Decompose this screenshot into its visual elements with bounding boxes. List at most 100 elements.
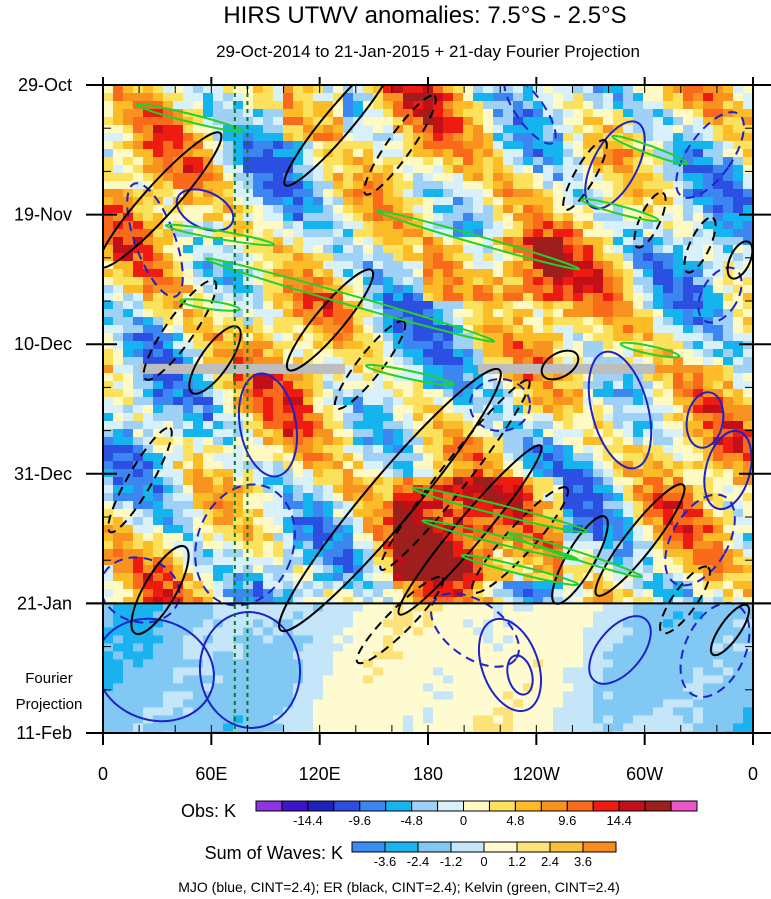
obs-cell	[643, 461, 654, 470]
obs-cell	[363, 341, 374, 350]
obs-cell	[293, 261, 304, 270]
obs-cell	[633, 445, 644, 454]
obs-cell	[613, 557, 624, 566]
obs-cell	[353, 565, 364, 574]
obs-cell	[633, 429, 644, 438]
obs-cell	[733, 205, 744, 214]
obs-cell	[593, 85, 604, 94]
obs-cell	[513, 357, 524, 366]
obs-cell	[703, 437, 714, 446]
obs-cell	[333, 117, 344, 126]
obs-cell	[623, 125, 634, 134]
obs-cell	[683, 597, 694, 606]
obs-cell	[573, 325, 584, 334]
obs-cell	[493, 445, 504, 454]
obs-cell	[253, 317, 264, 326]
obs-cell	[503, 469, 514, 478]
obs-cell	[733, 301, 744, 310]
obs-cell	[653, 213, 664, 222]
obs-cell	[653, 325, 664, 334]
obs-cell	[733, 357, 744, 366]
obs-cell	[173, 333, 184, 342]
obs-cell	[553, 405, 564, 414]
obs-cell	[313, 189, 324, 198]
obs-cell	[633, 437, 644, 446]
obs-cell	[643, 293, 654, 302]
obs-cell	[233, 397, 244, 406]
obs-cell	[193, 493, 204, 502]
obs-cell	[523, 181, 534, 190]
obs-cell	[143, 301, 154, 310]
obs-cell	[193, 549, 204, 558]
obs-cell	[203, 333, 214, 342]
obs-cell	[173, 117, 184, 126]
obs-cell	[543, 565, 554, 574]
obs-cell	[373, 573, 384, 582]
obs-cell	[163, 533, 174, 542]
obs-cell	[343, 381, 354, 390]
obs-cell	[523, 405, 534, 414]
obs-cell	[503, 477, 514, 486]
obs-cell	[643, 221, 654, 230]
obs-cell	[523, 133, 534, 142]
obs-cell	[393, 341, 404, 350]
obs-cell	[733, 293, 744, 302]
obs-cell	[503, 517, 514, 526]
obs-cell	[473, 149, 484, 158]
projection-cell	[303, 627, 314, 636]
projection-cell	[183, 691, 194, 700]
obs-cell	[213, 149, 224, 158]
obs-cell	[733, 509, 744, 518]
obs-cell	[293, 597, 304, 606]
obs-cell	[453, 245, 464, 254]
projection-cell	[353, 611, 364, 620]
obs-cell	[533, 565, 544, 574]
obs-cell	[733, 221, 744, 230]
obs-cell	[503, 117, 514, 126]
projection-cell	[113, 659, 124, 668]
obs-cell	[323, 533, 334, 542]
obs-cell	[443, 157, 454, 166]
obs-cell	[203, 253, 214, 262]
obs-cell	[483, 445, 494, 454]
obs-cell	[543, 541, 554, 550]
projection-cell	[633, 603, 644, 612]
obs-cell	[413, 517, 424, 526]
obs-cell	[173, 445, 184, 454]
obs-cell	[333, 205, 344, 214]
projection-cell	[563, 651, 574, 660]
obs-cell	[463, 597, 474, 606]
obs-cell	[363, 461, 374, 470]
obs-cell	[533, 413, 544, 422]
obs-cell	[333, 197, 344, 206]
obs-cell	[223, 125, 234, 134]
obs-cell	[393, 133, 404, 142]
obs-cell	[273, 381, 284, 390]
obs-cell	[413, 149, 424, 158]
obs-cell	[583, 93, 594, 102]
obs-cell	[403, 237, 414, 246]
obs-cell	[553, 237, 564, 246]
obs-cell	[443, 533, 454, 542]
obs-cell	[103, 349, 114, 358]
obs-cell	[353, 189, 364, 198]
obs-cell	[283, 173, 294, 182]
projection-cell	[663, 635, 674, 644]
obs-cell	[433, 533, 444, 542]
obs-cell	[253, 485, 264, 494]
obs-cell	[423, 205, 434, 214]
projection-cell	[453, 619, 464, 628]
obs-cell	[413, 453, 424, 462]
obs-cell	[343, 565, 354, 574]
obs-cell	[393, 509, 404, 518]
projection-cell	[643, 635, 654, 644]
obs-cell	[163, 437, 174, 446]
projection-cell	[213, 683, 224, 692]
obs-cell	[463, 509, 474, 518]
obs-cell	[373, 173, 384, 182]
obs-cell	[423, 397, 434, 406]
obs-cell	[123, 357, 134, 366]
obs-cell	[273, 589, 284, 598]
obs-cell	[483, 565, 494, 574]
obs-cell	[223, 181, 234, 190]
